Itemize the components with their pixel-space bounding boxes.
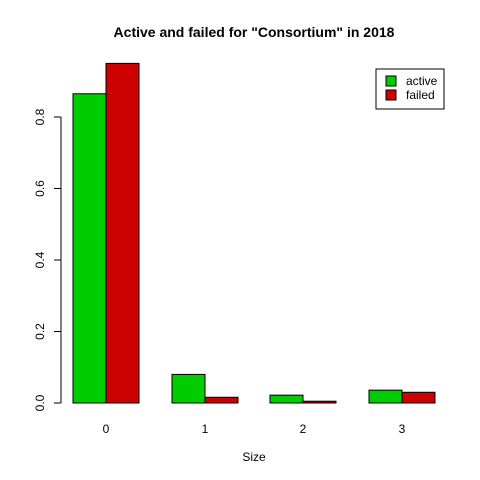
y-axis: 0.0 0.2 0.4 0.6 0.8	[33, 108, 62, 411]
x-axis-label: Size	[242, 450, 266, 464]
x-tick-label: 1	[202, 422, 209, 436]
x-tick-label: 3	[399, 422, 406, 436]
legend-swatch-active	[385, 75, 397, 87]
bar-active-3	[368, 389, 403, 404]
chart-title: Active and failed for "Consortium" in 20…	[114, 24, 395, 40]
y-tick-label: 0.2	[33, 323, 47, 340]
bars	[72, 62, 436, 404]
x-tick-labels: 0 1 2 3	[103, 422, 406, 436]
y-tick-label: 0.6	[33, 180, 47, 197]
bar-active-0	[72, 93, 107, 404]
bar-failed-3	[401, 391, 436, 404]
x-tick-label: 2	[300, 422, 307, 436]
bar-failed-1	[204, 396, 239, 404]
legend-swatch-failed	[385, 89, 397, 101]
y-tick-label: 0.0	[33, 394, 47, 411]
bar-failed-0	[105, 62, 140, 404]
x-tick-label: 0	[103, 422, 110, 436]
y-tick-label: 0.8	[33, 108, 47, 125]
bar-active-1	[171, 373, 206, 404]
legend-label-active: active	[406, 74, 438, 88]
legend-label-failed: failed	[406, 88, 435, 102]
bar-failed-2	[302, 400, 337, 404]
y-tick-label: 0.4	[33, 251, 47, 268]
bar-active-2	[269, 394, 304, 404]
